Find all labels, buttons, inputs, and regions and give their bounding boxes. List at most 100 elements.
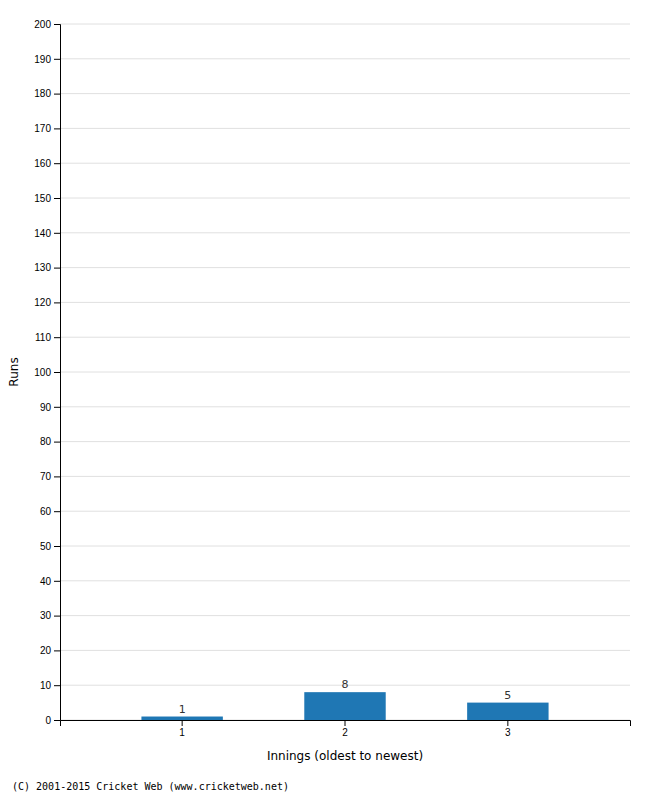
y-tick-label: 160 xyxy=(34,158,51,169)
y-tick: 100 xyxy=(34,367,60,378)
y-tick-label: 10 xyxy=(40,680,52,691)
grid-line xyxy=(60,406,630,407)
y-tick-mark xyxy=(54,302,60,303)
grid-line xyxy=(60,128,630,129)
x-tick-mark xyxy=(507,720,508,726)
data-label: 1 xyxy=(179,703,186,716)
y-tick: 60 xyxy=(40,506,60,517)
y-tick-label: 150 xyxy=(34,193,51,204)
y-tick: 70 xyxy=(40,471,60,482)
x-tick-label: 3 xyxy=(505,727,511,738)
x-tick-mark xyxy=(345,720,346,726)
chart-svg: 0 10 20 30 40 50 60 70 80 90 100 110 120 130 140 150 160… xyxy=(0,0,650,800)
grid-line xyxy=(60,337,630,338)
y-tick: 130 xyxy=(34,262,60,273)
x-tick: 1 xyxy=(179,720,185,738)
data-labels: 1 8 5 xyxy=(179,678,512,715)
grid-line xyxy=(60,24,630,25)
y-tick: 190 xyxy=(34,54,60,65)
y-tick-mark xyxy=(54,476,60,477)
y-tick-mark xyxy=(54,685,60,686)
grid-line xyxy=(60,163,630,164)
y-tick-label: 20 xyxy=(40,645,52,656)
bar xyxy=(304,692,385,720)
y-tick: 160 xyxy=(34,158,60,169)
y-axis-line xyxy=(54,25,61,721)
y-tick: 150 xyxy=(34,193,60,204)
y-tick-label: 170 xyxy=(34,123,51,134)
y-tick: 0 xyxy=(45,715,60,726)
grid-line xyxy=(60,232,630,233)
grid-line xyxy=(60,93,630,94)
grid-line xyxy=(60,580,630,581)
grid-line xyxy=(60,441,630,442)
y-tick: 170 xyxy=(34,123,60,134)
y-tick-mark xyxy=(54,233,60,234)
y-tick: 120 xyxy=(34,297,60,308)
plot: 0 10 20 30 40 50 60 70 80 90 100 110 120 130 140 150 160… xyxy=(34,19,630,738)
y-tick-mark xyxy=(54,720,60,721)
x-axis: 1 2 3 xyxy=(61,720,631,738)
bar xyxy=(141,717,222,720)
y-tick: 50 xyxy=(40,541,60,552)
grid-line xyxy=(60,546,630,547)
x-axis-title: Innings (oldest to newest) xyxy=(267,749,423,763)
y-axis-title: Runs xyxy=(7,357,21,386)
y-tick-mark xyxy=(54,511,60,512)
y-tick-label: 190 xyxy=(34,54,51,65)
y-tick-mark xyxy=(54,268,60,269)
grid-line xyxy=(60,615,630,616)
y-tick-label: 180 xyxy=(34,88,51,99)
x-tick-label: 2 xyxy=(342,727,348,738)
y-tick-mark xyxy=(54,163,60,164)
y-tick-mark xyxy=(54,198,60,199)
bars xyxy=(141,692,548,720)
x-axis-line xyxy=(61,721,631,727)
bar xyxy=(467,703,548,720)
y-tick-mark xyxy=(54,616,60,617)
y-tick-label: 100 xyxy=(34,367,51,378)
y-tick-mark xyxy=(54,94,60,95)
y-tick-label: 30 xyxy=(40,610,52,621)
y-tick-mark xyxy=(54,546,60,547)
grid xyxy=(60,24,630,720)
y-tick-mark xyxy=(54,24,60,25)
y-tick-label: 40 xyxy=(40,576,52,587)
y-tick: 200 xyxy=(34,19,60,30)
grid-line xyxy=(60,58,630,59)
y-tick-label: 140 xyxy=(34,228,51,239)
y-tick-mark xyxy=(54,337,60,338)
data-label: 8 xyxy=(342,678,349,691)
grid-line xyxy=(60,267,630,268)
y-tick: 40 xyxy=(40,576,60,587)
x-tick: 2 xyxy=(342,720,348,738)
y-tick-mark xyxy=(54,650,60,651)
y-tick-mark xyxy=(54,442,60,443)
grid-line xyxy=(60,372,630,373)
y-tick: 180 xyxy=(34,88,60,99)
y-tick: 90 xyxy=(40,402,60,413)
y-tick-label: 60 xyxy=(40,506,52,517)
y-tick: 30 xyxy=(40,610,60,621)
x-tick-mark xyxy=(182,720,183,726)
y-tick-label: 110 xyxy=(35,332,51,343)
y-tick-label: 90 xyxy=(40,402,52,413)
x-tick: 3 xyxy=(505,720,511,738)
y-tick-label: 200 xyxy=(34,19,51,30)
y-tick: 140 xyxy=(34,228,60,239)
grid-line xyxy=(60,476,630,477)
y-tick-label: 120 xyxy=(34,297,51,308)
y-tick-label: 0 xyxy=(45,715,51,726)
y-tick-mark xyxy=(54,59,60,60)
grid-line xyxy=(60,302,630,303)
y-tick-label: 80 xyxy=(40,436,52,447)
data-label: 5 xyxy=(504,689,511,702)
y-tick: 80 xyxy=(40,436,60,447)
y-tick-mark xyxy=(54,407,60,408)
footer: (C) 2001-2015 Cricket Web (www.cricketwe… xyxy=(12,781,289,792)
y-axis: 0 10 20 30 40 50 60 70 80 90 100 110 120 130 140 150 160… xyxy=(34,19,60,726)
y-tick: 110 xyxy=(35,332,60,343)
y-tick-label: 130 xyxy=(34,262,51,273)
x-tick-label: 1 xyxy=(179,727,185,738)
grid-line xyxy=(60,198,630,199)
